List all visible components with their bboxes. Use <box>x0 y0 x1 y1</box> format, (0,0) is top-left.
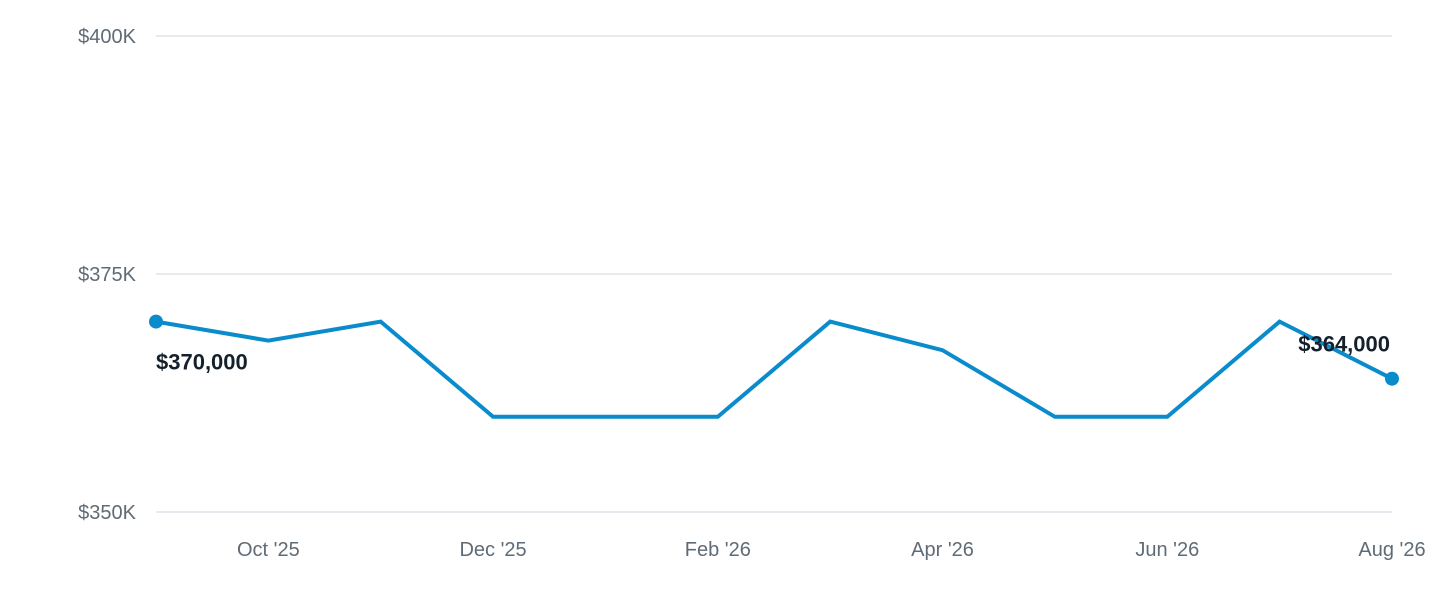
x-tick-label: Apr '26 <box>911 539 974 561</box>
x-tick-label: Aug '26 <box>1358 539 1425 561</box>
data-label: $370,000 <box>156 350 248 375</box>
series-line <box>154 319 1394 419</box>
x-tick-label: Jun '26 <box>1135 539 1199 561</box>
x-tick-label: Feb '26 <box>685 539 751 561</box>
y-tick-label: $400K <box>78 26 136 48</box>
data-label: $364,000 <box>1298 332 1390 357</box>
x-tick-label: Oct '25 <box>237 539 300 561</box>
y-tick-label: $350K <box>78 502 136 524</box>
data-point-marker <box>149 314 163 329</box>
data-point-marker <box>1385 371 1399 386</box>
x-tick-label: Dec '25 <box>459 539 526 561</box>
y-tick-label: $375K <box>78 264 136 286</box>
